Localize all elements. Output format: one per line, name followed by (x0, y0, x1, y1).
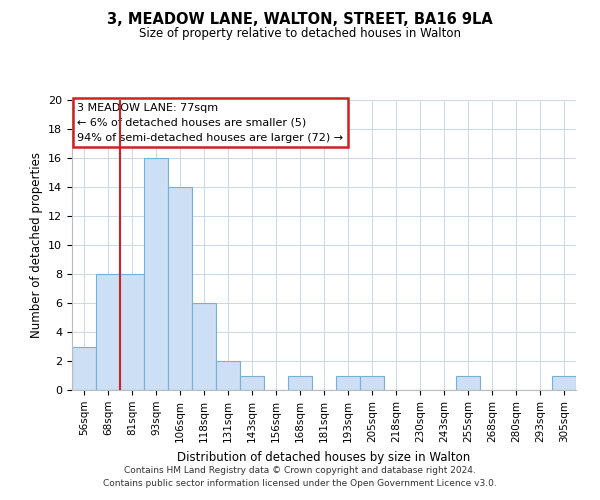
Bar (240, 376, 264, 390)
Bar (456, 376, 480, 390)
Bar (72, 346, 96, 390)
Y-axis label: Number of detached properties: Number of detached properties (29, 152, 43, 338)
Bar (96, 274, 120, 390)
Bar (168, 187, 192, 390)
Text: Size of property relative to detached houses in Walton: Size of property relative to detached ho… (139, 28, 461, 40)
Bar (360, 376, 384, 390)
Text: 3 MEADOW LANE: 77sqm
← 6% of detached houses are smaller (5)
94% of semi-detache: 3 MEADOW LANE: 77sqm ← 6% of detached ho… (77, 103, 343, 142)
Bar (288, 376, 312, 390)
Text: Contains HM Land Registry data © Crown copyright and database right 2024.
Contai: Contains HM Land Registry data © Crown c… (103, 466, 497, 487)
Bar (120, 274, 144, 390)
Text: Distribution of detached houses by size in Walton: Distribution of detached houses by size … (178, 451, 470, 464)
Bar (552, 376, 576, 390)
Bar (216, 361, 240, 390)
Bar (144, 158, 168, 390)
Text: 3, MEADOW LANE, WALTON, STREET, BA16 9LA: 3, MEADOW LANE, WALTON, STREET, BA16 9LA (107, 12, 493, 28)
Bar (336, 376, 360, 390)
Bar (192, 303, 216, 390)
